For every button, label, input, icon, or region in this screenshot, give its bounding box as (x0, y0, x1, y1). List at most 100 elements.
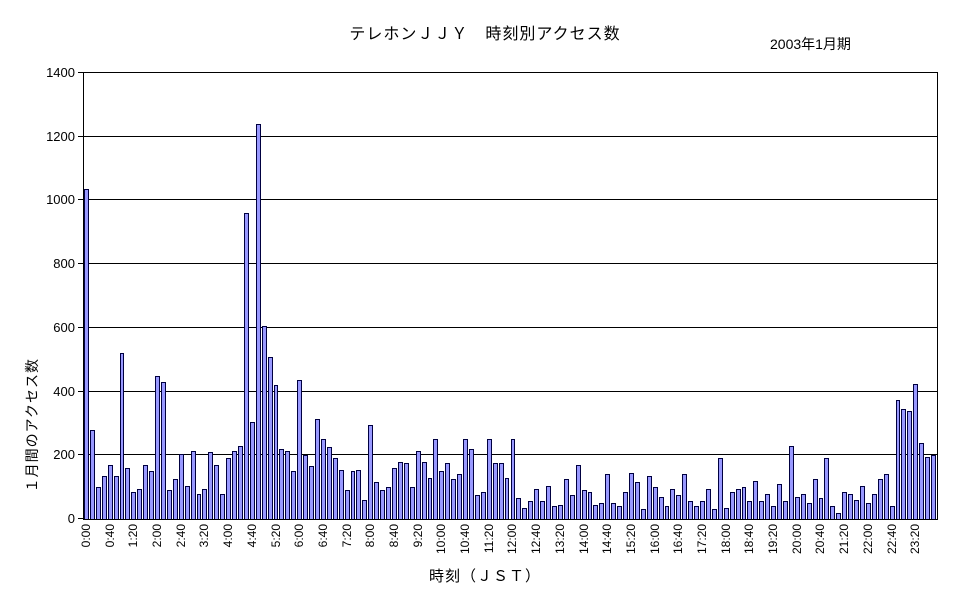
bar (125, 468, 131, 519)
x-tick-label: 2:40 (173, 524, 188, 548)
bar (279, 448, 285, 519)
bar (149, 471, 155, 519)
bar (119, 353, 125, 519)
bar (605, 474, 611, 519)
x-tick-label: 0:40 (102, 524, 117, 548)
bar (214, 464, 220, 519)
bar (131, 491, 137, 519)
bar (563, 479, 569, 519)
plot-area (83, 72, 938, 520)
bar (255, 123, 261, 519)
x-tick-label: 8:00 (363, 524, 378, 548)
x-tick-label: 18:40 (742, 524, 757, 555)
bar (161, 382, 166, 519)
bar (326, 447, 332, 519)
bar (617, 506, 623, 519)
x-tick-label: 6:40 (315, 524, 330, 548)
bar (285, 450, 291, 519)
bar (557, 504, 563, 519)
bar (516, 498, 522, 519)
bar (599, 503, 605, 519)
bar (848, 493, 854, 519)
bar (267, 356, 273, 519)
x-tick-label: 20:00 (789, 524, 804, 555)
x-tick-label: 16:40 (671, 524, 686, 555)
x-tick-label: 23:20 (908, 524, 923, 555)
bar (492, 463, 498, 519)
x-tick-label: 18:00 (718, 524, 733, 555)
x-tick-label: 14:40 (600, 524, 615, 555)
bar (717, 458, 723, 519)
bar (640, 509, 646, 519)
bar (528, 501, 534, 519)
bar (350, 471, 356, 519)
bar (664, 506, 670, 519)
bar (315, 418, 320, 519)
y-tick-mark (78, 263, 83, 265)
bar (415, 450, 421, 519)
y-tick-label: 1400 (46, 65, 75, 80)
bar (628, 472, 634, 519)
x-tick-label: 16:00 (647, 524, 662, 555)
bar (107, 464, 113, 519)
bar (593, 504, 599, 519)
bar (510, 439, 516, 519)
x-tick-label: 5:20 (268, 524, 283, 548)
bar (836, 512, 842, 519)
y-tick-mark (78, 326, 83, 328)
bar (143, 464, 149, 519)
bar (931, 455, 936, 519)
bar (344, 490, 350, 519)
bar (232, 450, 237, 519)
bar (907, 410, 913, 519)
bar (777, 483, 782, 519)
bar (658, 496, 664, 519)
bar (356, 469, 362, 519)
x-tick-label: 8:40 (386, 524, 401, 548)
bar (374, 482, 380, 519)
x-tick-label: 4:40 (244, 524, 259, 548)
x-tick-label: 14:00 (576, 524, 591, 555)
y-tick-label: 1200 (46, 128, 75, 144)
bar (540, 501, 546, 519)
bar (818, 498, 824, 519)
x-tick-label: 4:00 (221, 524, 236, 548)
bar (445, 463, 451, 519)
bar (782, 501, 788, 519)
bar (309, 466, 315, 519)
bar (569, 495, 575, 519)
bar (522, 507, 528, 519)
bar (634, 482, 640, 519)
chart-title: テレホンＪＪＹ 時刻別アクセス数 (349, 26, 621, 43)
bar (226, 458, 232, 519)
bar (380, 490, 386, 519)
x-tick-label: 1:20 (126, 524, 141, 548)
bar (729, 491, 735, 519)
bar (759, 501, 765, 519)
bar (273, 385, 279, 519)
bar (670, 488, 676, 519)
bar (498, 463, 504, 519)
bar (901, 409, 907, 519)
bar (877, 479, 883, 519)
y-tick-label: 600 (53, 319, 75, 335)
x-tick-label: 10:40 (458, 524, 473, 555)
y-tick-mark (78, 390, 83, 392)
bar (320, 439, 326, 519)
bar (913, 383, 919, 519)
bar (427, 477, 433, 519)
x-tick-label: 22:00 (860, 524, 875, 555)
x-tick-label: 12:00 (505, 524, 520, 555)
y-tick-mark (78, 72, 83, 73)
bar (480, 491, 486, 519)
bar (172, 479, 178, 519)
bar (546, 485, 551, 519)
x-tick-label: 15:20 (623, 524, 638, 555)
bar (676, 495, 682, 519)
bar (812, 479, 818, 519)
bar (238, 445, 243, 519)
bar (854, 499, 859, 519)
bar (534, 488, 540, 519)
bar (700, 501, 705, 519)
bar (682, 474, 688, 519)
